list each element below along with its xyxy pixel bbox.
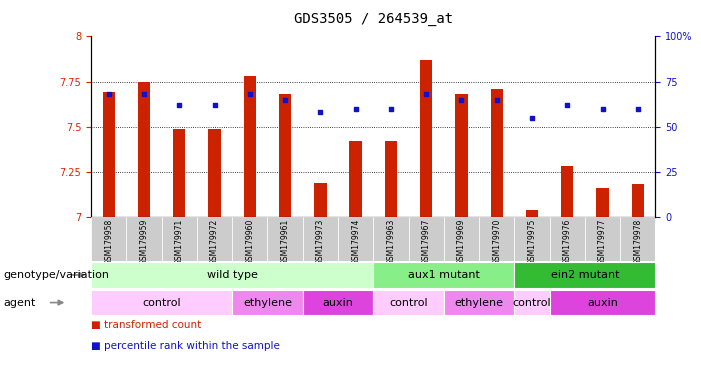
Bar bbox=[244, 76, 256, 217]
Bar bbox=[91, 290, 232, 315]
Point bbox=[315, 109, 326, 115]
Bar bbox=[91, 217, 126, 261]
Bar bbox=[491, 89, 503, 217]
Point bbox=[103, 91, 114, 97]
Text: GSM179976: GSM179976 bbox=[563, 218, 572, 265]
Text: control: control bbox=[389, 298, 428, 308]
Text: GSM179974: GSM179974 bbox=[351, 218, 360, 265]
Text: ■ transformed count: ■ transformed count bbox=[91, 320, 201, 330]
Text: wild type: wild type bbox=[207, 270, 258, 280]
Text: GSM179959: GSM179959 bbox=[139, 218, 149, 265]
Bar bbox=[409, 217, 444, 261]
Text: agent: agent bbox=[4, 298, 36, 308]
Bar bbox=[314, 183, 327, 217]
Point bbox=[491, 97, 503, 103]
Bar bbox=[385, 141, 397, 217]
Bar bbox=[620, 217, 655, 261]
Bar bbox=[455, 94, 468, 217]
Bar bbox=[550, 217, 585, 261]
Bar bbox=[303, 290, 374, 315]
Point bbox=[526, 115, 538, 121]
Point bbox=[174, 102, 185, 108]
Text: GSM179967: GSM179967 bbox=[422, 218, 430, 265]
Bar bbox=[632, 184, 644, 217]
Point bbox=[138, 91, 149, 97]
Point bbox=[632, 106, 644, 112]
Text: GSM179971: GSM179971 bbox=[175, 218, 184, 265]
Bar bbox=[173, 129, 186, 217]
Bar bbox=[561, 166, 573, 217]
Text: GDS3505 / 264539_at: GDS3505 / 264539_at bbox=[294, 12, 453, 25]
Bar bbox=[126, 217, 162, 261]
Bar bbox=[420, 60, 433, 217]
Text: GSM179978: GSM179978 bbox=[633, 218, 642, 265]
Bar bbox=[374, 290, 444, 315]
Point bbox=[209, 102, 220, 108]
Text: GSM179960: GSM179960 bbox=[245, 218, 254, 265]
Text: GSM179969: GSM179969 bbox=[457, 218, 466, 265]
Point bbox=[244, 91, 255, 97]
Text: ethylene: ethylene bbox=[454, 298, 503, 308]
Text: GSM179977: GSM179977 bbox=[598, 218, 607, 265]
Text: aux1 mutant: aux1 mutant bbox=[408, 270, 479, 280]
Text: genotype/variation: genotype/variation bbox=[4, 270, 109, 280]
Bar bbox=[526, 210, 538, 217]
Text: GSM179961: GSM179961 bbox=[280, 218, 290, 265]
Bar bbox=[550, 290, 655, 315]
Bar bbox=[585, 217, 620, 261]
Text: control: control bbox=[512, 298, 551, 308]
Text: ■ percentile rank within the sample: ■ percentile rank within the sample bbox=[91, 341, 280, 351]
Text: auxin: auxin bbox=[587, 298, 618, 308]
Bar bbox=[515, 290, 550, 315]
Bar bbox=[374, 262, 515, 288]
Bar bbox=[597, 188, 608, 217]
Bar bbox=[162, 217, 197, 261]
Text: GSM179973: GSM179973 bbox=[316, 218, 325, 265]
Point bbox=[456, 97, 467, 103]
Bar bbox=[279, 94, 292, 217]
Bar bbox=[138, 82, 150, 217]
Text: auxin: auxin bbox=[322, 298, 353, 308]
Bar bbox=[444, 290, 515, 315]
Point bbox=[562, 102, 573, 108]
Text: GSM179958: GSM179958 bbox=[104, 218, 114, 265]
Text: GSM179972: GSM179972 bbox=[210, 218, 219, 265]
Bar bbox=[268, 217, 303, 261]
Text: GSM179975: GSM179975 bbox=[527, 218, 536, 265]
Bar bbox=[91, 262, 374, 288]
Point bbox=[421, 91, 432, 97]
Point bbox=[350, 106, 361, 112]
Point bbox=[386, 106, 397, 112]
Bar bbox=[515, 217, 550, 261]
Text: ethylene: ethylene bbox=[243, 298, 292, 308]
Bar bbox=[102, 93, 115, 217]
Bar bbox=[232, 290, 303, 315]
Text: control: control bbox=[142, 298, 181, 308]
Point bbox=[597, 106, 608, 112]
Bar bbox=[444, 217, 479, 261]
Bar bbox=[350, 141, 362, 217]
Text: ein2 mutant: ein2 mutant bbox=[551, 270, 619, 280]
Text: GSM179963: GSM179963 bbox=[386, 218, 395, 265]
Bar bbox=[208, 129, 221, 217]
Text: GSM179970: GSM179970 bbox=[492, 218, 501, 265]
Bar bbox=[479, 217, 515, 261]
Bar bbox=[374, 217, 409, 261]
Bar bbox=[515, 262, 655, 288]
Bar bbox=[303, 217, 338, 261]
Point bbox=[280, 97, 291, 103]
Bar bbox=[232, 217, 268, 261]
Bar bbox=[338, 217, 374, 261]
Bar bbox=[197, 217, 232, 261]
